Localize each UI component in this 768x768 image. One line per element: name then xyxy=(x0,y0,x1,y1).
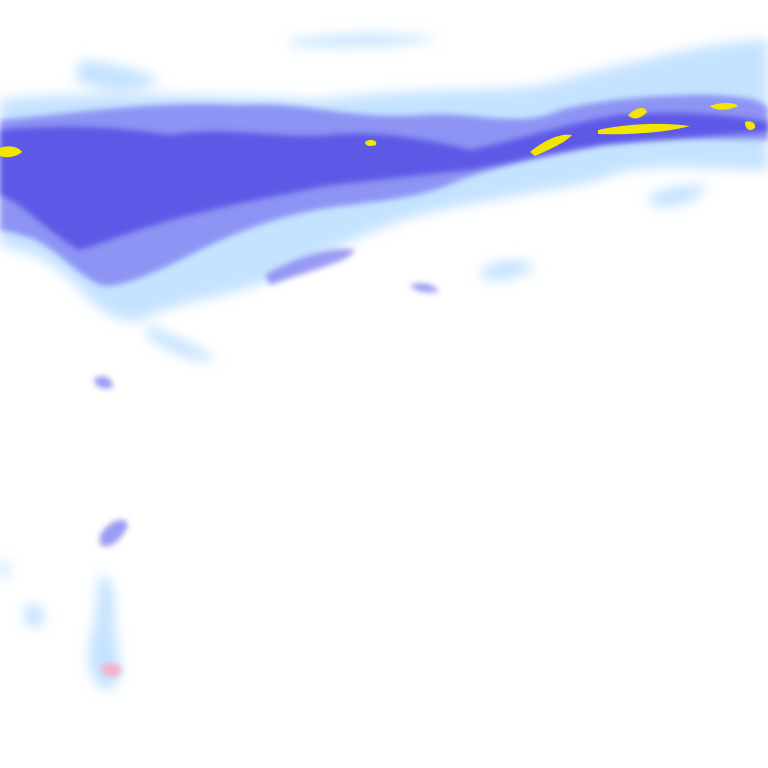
heavy-precip-core xyxy=(0,112,768,250)
mixed-precip-cell xyxy=(100,663,122,677)
intense-precip-cells xyxy=(0,103,756,158)
